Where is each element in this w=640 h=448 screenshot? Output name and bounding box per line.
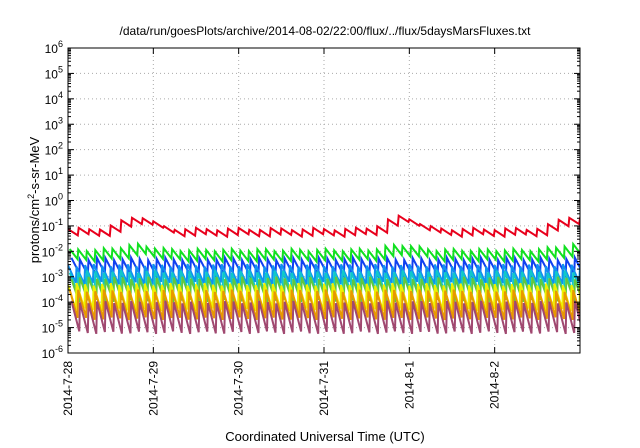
chart-title: /data/run/goesPlots/archive/2014-08-02/2… xyxy=(120,24,532,38)
y-tick-label: 104 xyxy=(45,90,63,107)
y-tick-label: 105 xyxy=(45,64,63,81)
x-tick-label: 2014-7-29 xyxy=(146,361,160,416)
y-tick-exponent: 3 xyxy=(58,115,63,125)
x-tick-label: 2014-7-30 xyxy=(232,361,246,416)
y-tick-exponent: 2 xyxy=(58,141,63,151)
y-axis-label-post: -s-sr-MeV xyxy=(27,136,42,193)
y-tick-exponent: -2 xyxy=(55,242,63,252)
series-line xyxy=(68,241,580,265)
y-tick-exponent: 4 xyxy=(58,90,63,100)
y-tick-base: 10 xyxy=(42,322,56,336)
y-tick-exponent: -6 xyxy=(55,344,63,354)
y-tick-base: 10 xyxy=(45,67,59,81)
y-tick-base: 10 xyxy=(42,347,56,361)
y-tick-label: 106 xyxy=(45,39,63,56)
y-tick-exponent: 1 xyxy=(58,166,63,176)
y-tick-base: 10 xyxy=(45,118,59,132)
y-tick-base: 10 xyxy=(45,169,59,183)
x-tick-label: 2014-8-1 xyxy=(402,361,416,409)
y-tick-base: 10 xyxy=(42,296,56,310)
y-tick-exponent: -5 xyxy=(55,319,63,329)
y-tick-label: 10-1 xyxy=(42,217,63,234)
y-tick-label: 10-5 xyxy=(42,319,63,336)
y-tick-label: 102 xyxy=(45,141,63,158)
y-tick-label: 10-3 xyxy=(42,268,63,285)
y-tick-base: 10 xyxy=(45,93,59,107)
series-line xyxy=(68,213,580,239)
y-tick-label: 101 xyxy=(45,166,63,183)
series-line xyxy=(68,289,580,321)
y-tick-base: 10 xyxy=(45,144,59,158)
series-line xyxy=(70,300,580,335)
x-tick-label: 2014-7-28 xyxy=(61,361,75,416)
y-tick-base: 10 xyxy=(42,271,56,285)
y-tick-base: 10 xyxy=(42,245,56,259)
y-axis-label-pre: protons/cm xyxy=(27,199,42,263)
y-tick-base: 10 xyxy=(42,220,56,234)
y-axis-label: protons/cm2-s-sr-MeV xyxy=(26,136,42,263)
y-tick-exponent: 0 xyxy=(58,192,63,202)
y-tick-label: 10-2 xyxy=(42,242,63,259)
y-tick-exponent: 6 xyxy=(58,39,63,49)
y-tick-label: 10-4 xyxy=(42,293,63,310)
x-tick-label: 2014-8-2 xyxy=(488,361,502,409)
y-tick-base: 10 xyxy=(45,195,59,209)
y-tick-exponent: -3 xyxy=(55,268,63,278)
y-axis-label-sup: 2 xyxy=(26,194,36,199)
y-tick-exponent: -4 xyxy=(55,293,63,303)
series-line xyxy=(68,263,580,285)
y-tick-exponent: 5 xyxy=(58,64,63,74)
x-axis: 2014-7-28 2014-7-29 2014-7-30 2014-7-31 2014… xyxy=(61,48,502,416)
series-group xyxy=(68,213,580,335)
y-tick-label: 103 xyxy=(45,115,63,132)
y-tick-exponent: -1 xyxy=(55,217,63,227)
y-tick-label: 100 xyxy=(45,192,63,209)
y-axis: 10-610-510-410-310-210-11001011021031041… xyxy=(42,39,580,361)
x-axis-label: Coordinated Universal Time (UTC) xyxy=(225,429,424,444)
y-tick-label: 10-6 xyxy=(42,344,63,361)
y-tick-base: 10 xyxy=(45,42,59,56)
x-tick-label: 2014-7-31 xyxy=(317,361,331,416)
